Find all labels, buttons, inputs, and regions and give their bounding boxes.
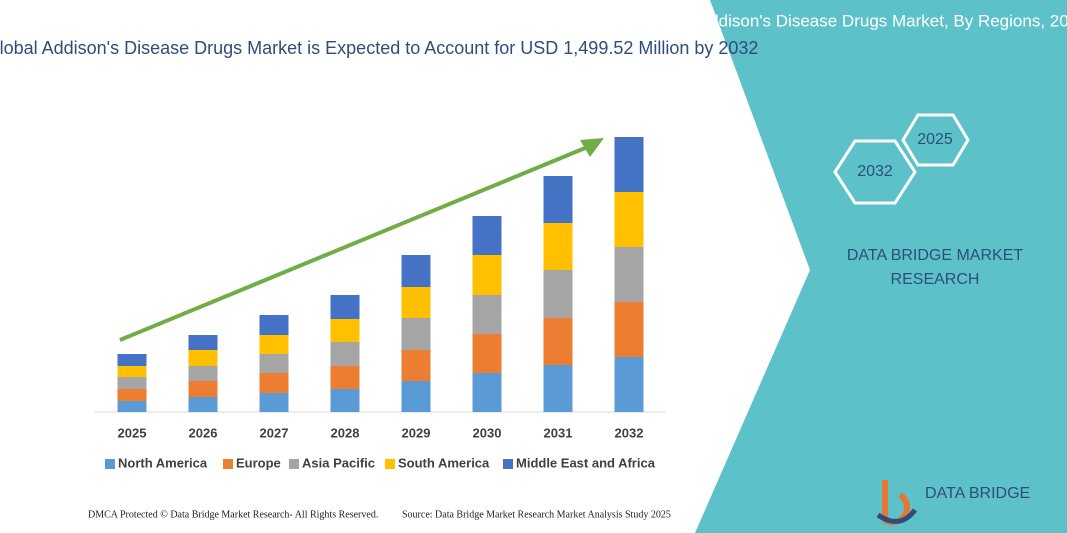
bar-segment [117, 366, 147, 377]
legend-label: Europe [236, 455, 281, 470]
bar-segment [188, 397, 218, 412]
brand-box: DATA BRIDGE MARKET RESEARCH [846, 247, 1024, 288]
bar-segment [259, 354, 289, 373]
hex-label: 2025 [917, 131, 953, 148]
bar-segment [401, 350, 431, 381]
footer-right: Source: Data Bridge Market Research Mark… [402, 509, 671, 520]
side-panel [695, 0, 1067, 533]
bar-segment [401, 318, 431, 350]
chart-title: Global Addison's Disease Drugs Market is… [0, 38, 758, 58]
x-tick-label: 2029 [402, 425, 431, 440]
x-tick-label: 2032 [615, 425, 644, 440]
bar-segment [330, 342, 360, 366]
bar-segment [472, 373, 502, 412]
bar-segment [188, 366, 218, 381]
legend-label: South America [398, 455, 490, 470]
bar-segment [472, 295, 502, 334]
bar-segment [188, 350, 218, 366]
side-title: Global Addison's Disease Drugs Market, B… [645, 11, 1067, 30]
bar-segment [543, 318, 573, 365]
bar-segment [614, 137, 644, 192]
x-tick-label: 2031 [544, 425, 573, 440]
hex-label: 2032 [857, 163, 893, 180]
legend-label: North America [118, 455, 208, 470]
bar-segment [330, 295, 360, 319]
legend-swatch [503, 459, 513, 469]
bar-segment [188, 335, 218, 350]
bar-segment [330, 389, 360, 412]
legend-label: Middle East and Africa [516, 455, 656, 470]
bar-segment [543, 223, 573, 270]
bar-segment [117, 401, 147, 412]
logo-text: DATA BRIDGE [925, 485, 1030, 502]
bar-segment [472, 255, 502, 295]
bar-segment [259, 335, 289, 354]
bar-segment [614, 192, 644, 247]
bar-segment [259, 373, 289, 393]
bar-segment [401, 381, 431, 412]
bar-segment [259, 393, 289, 412]
bar-segment [188, 381, 218, 397]
x-tick-label: 2028 [331, 425, 360, 440]
legend-swatch [289, 459, 299, 469]
x-tick-label: 2027 [260, 425, 289, 440]
legend-swatch [105, 459, 115, 469]
bar-segment [614, 357, 644, 412]
hexagon [833, 139, 917, 205]
x-tick-label: 2030 [473, 425, 502, 440]
bar-segment [117, 354, 147, 366]
bar-segment [259, 315, 289, 335]
arrow-head [580, 138, 604, 157]
legend-swatch [223, 459, 233, 469]
x-tick-label: 2026 [189, 425, 218, 440]
x-tick-label: 2025 [118, 425, 147, 440]
bar-segment [543, 365, 573, 412]
legend-swatch [385, 459, 395, 469]
bar-segment [401, 287, 431, 318]
bar-segment [401, 255, 431, 287]
trend-arrow [119, 144, 591, 342]
bar-segment [543, 176, 573, 223]
logo-mark [876, 508, 917, 524]
bar-segment [117, 389, 147, 401]
bar-segment [117, 377, 147, 389]
legend-label: Asia Pacific [302, 455, 375, 470]
bar-segment [472, 334, 502, 373]
bar-segment [543, 270, 573, 318]
hexagon [901, 113, 970, 167]
bar-segment [330, 319, 360, 342]
bar-segment [330, 366, 360, 389]
footer-left: DMCA Protected © Data Bridge Market Rese… [88, 509, 378, 520]
brand-text: DATA BRIDGE MARKET RESEARCH [846, 247, 1024, 288]
bar-segment [614, 247, 644, 302]
bar-segment [614, 302, 644, 357]
bar-segment [472, 216, 502, 255]
